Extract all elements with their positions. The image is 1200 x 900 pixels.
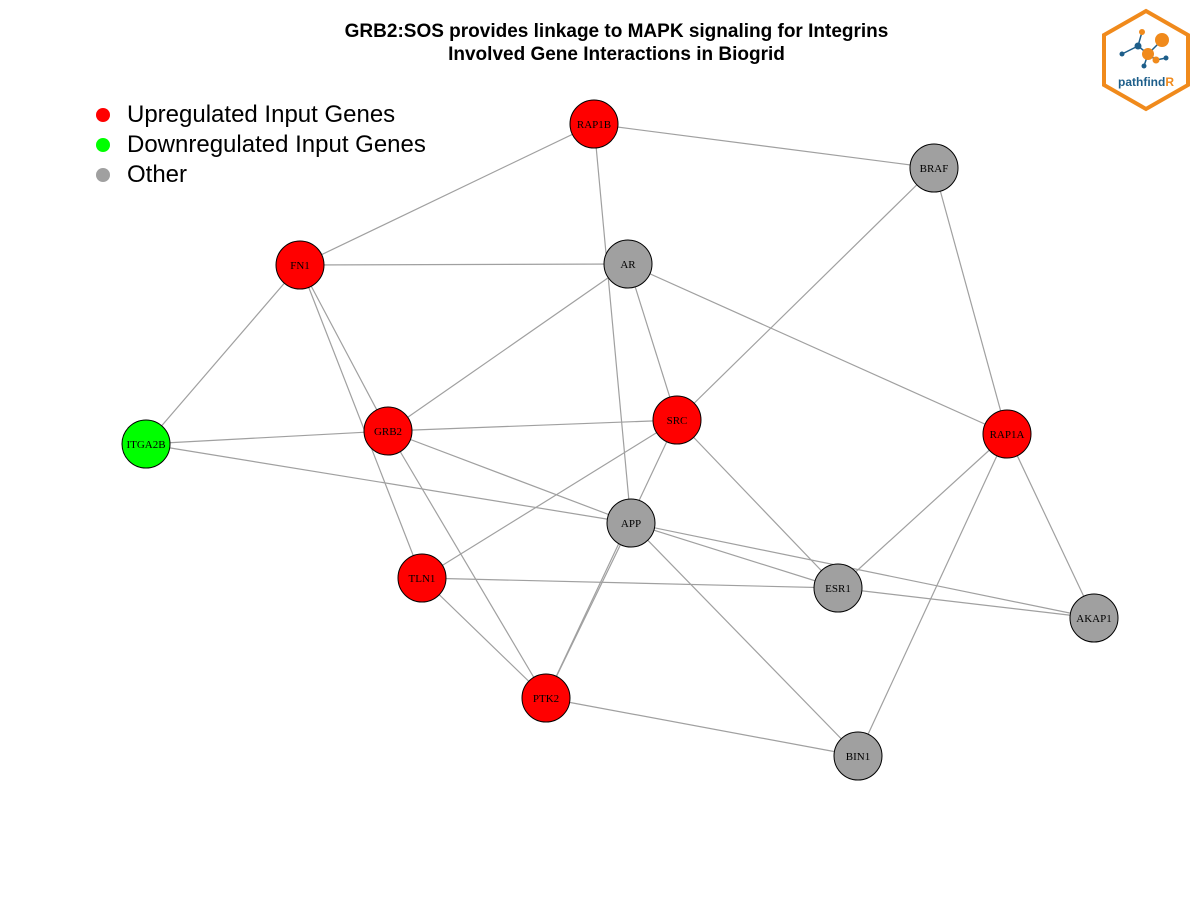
nodes-layer: RAP1B BRAF FN1 AR SRC RAP1A ITGA2B GRB2 APP TLN1 E…: [121, 99, 1119, 781]
node-itga2b[interactable]: ITGA2B: [121, 419, 171, 469]
node-label-braf: BRAF: [920, 163, 949, 175]
node-label-esr1: ESR1: [825, 583, 851, 595]
node-label-akap1: AKAP1: [1076, 613, 1111, 625]
node-grb2[interactable]: GRB2: [363, 406, 413, 456]
title-line-2: Involved Gene Interactions in Biogrid: [448, 44, 785, 65]
legend-item-up: Upregulated Input Genes: [96, 100, 426, 130]
edge-rap1b-braf: [593, 123, 935, 169]
edge-braf-rap1a: [933, 167, 1008, 435]
node-esr1[interactable]: ESR1: [813, 563, 863, 613]
node-label-src: SRC: [667, 415, 688, 427]
edge-ptk2-bin1: [545, 697, 859, 757]
edge-ar-rap1a: [627, 263, 1008, 435]
node-label-itga2b: ITGA2B: [126, 439, 165, 451]
node-circle-itga2b[interactable]: [121, 419, 171, 469]
edge-ar-src: [627, 263, 678, 421]
node-circle-ptk2[interactable]: [521, 673, 571, 723]
edge-grb2-app: [387, 430, 632, 524]
node-label-rap1b: RAP1B: [577, 119, 611, 131]
node-circle-bin1[interactable]: [833, 731, 883, 781]
node-rap1b[interactable]: RAP1B: [569, 99, 619, 149]
title-line-1: GRB2:SOS provides linkage to MAPK signal…: [344, 21, 889, 42]
node-akap1[interactable]: AKAP1: [1069, 593, 1119, 643]
legend-item-other: Other: [96, 160, 426, 190]
legend-dot-down: [96, 138, 110, 152]
node-fn1[interactable]: FN1: [275, 240, 325, 290]
edge-fn1-itga2b: [145, 264, 301, 445]
node-circle-rap1a[interactable]: [982, 409, 1032, 459]
node-rap1a[interactable]: RAP1A: [982, 409, 1032, 459]
edge-app-ptk2: [545, 522, 632, 699]
legend-dot-up: [96, 108, 110, 122]
legend-label-other: Other: [127, 161, 188, 188]
node-braf[interactable]: BRAF: [909, 143, 959, 193]
edges-layer: [145, 123, 1095, 757]
edge-itga2b-grb2: [145, 430, 389, 445]
edge-rap1b-fn1: [299, 123, 595, 266]
node-circle-rap1b[interactable]: [569, 99, 619, 149]
edge-src-ptk2: [545, 419, 678, 699]
edge-ar-grb2: [387, 263, 629, 432]
node-circle-braf[interactable]: [909, 143, 959, 193]
node-circle-ar[interactable]: [603, 239, 653, 289]
node-label-ar: AR: [620, 259, 636, 271]
pathfindr-logo: pathfindR: [1100, 8, 1192, 112]
edge-esr1-akap1: [837, 587, 1095, 619]
node-label-tln1: TLN1: [409, 573, 436, 585]
node-app[interactable]: APP: [606, 498, 656, 548]
logo-text-accent: R: [1165, 75, 1174, 89]
logo-text: pathfindR: [1100, 75, 1192, 89]
legend-dot-other: [96, 168, 110, 182]
node-label-rap1a: RAP1A: [990, 429, 1025, 441]
node-circle-esr1[interactable]: [813, 563, 863, 613]
edge-rap1b-app: [593, 123, 632, 524]
edge-fn1-grb2: [299, 264, 389, 432]
edge-fn1-ar: [299, 263, 629, 266]
node-ptk2[interactable]: PTK2: [521, 673, 571, 723]
edge-rap1a-akap1: [1006, 433, 1095, 619]
edge-src-tln1: [421, 419, 678, 579]
node-src[interactable]: SRC: [652, 395, 702, 445]
node-circle-src[interactable]: [652, 395, 702, 445]
edge-braf-src: [676, 167, 935, 421]
node-label-grb2: GRB2: [374, 426, 402, 438]
node-label-ptk2: PTK2: [533, 693, 559, 705]
edge-itga2b-app: [145, 443, 632, 524]
node-label-fn1: FN1: [290, 260, 310, 272]
edge-tln1-ptk2: [421, 577, 547, 699]
node-circle-tln1[interactable]: [397, 553, 447, 603]
node-circle-akap1[interactable]: [1069, 593, 1119, 643]
node-tln1[interactable]: TLN1: [397, 553, 447, 603]
logo-hexagon-icon: [1102, 8, 1190, 112]
edge-rap1a-esr1: [837, 433, 1008, 589]
node-circle-fn1[interactable]: [275, 240, 325, 290]
edge-src-grb2: [387, 419, 678, 432]
legend-label-down: Downregulated Input Genes: [127, 131, 426, 158]
node-ar[interactable]: AR: [603, 239, 653, 289]
node-label-app: APP: [621, 518, 641, 530]
edge-app-akap1: [630, 522, 1095, 619]
node-circle-grb2[interactable]: [363, 406, 413, 456]
edge-tln1-esr1: [421, 577, 839, 589]
legend-label-up: Upregulated Input Genes: [127, 101, 396, 128]
chart-title: GRB2:SOS provides linkage to MAPK signal…: [0, 20, 1200, 66]
node-bin1[interactable]: BIN1: [833, 731, 883, 781]
legend: Upregulated Input Genes Downregulated In…: [96, 100, 426, 190]
node-circle-app[interactable]: [606, 498, 656, 548]
edge-fn1-tln1: [299, 264, 423, 579]
legend-item-down: Downregulated Input Genes: [96, 130, 426, 160]
logo-text-main: pathfind: [1118, 75, 1166, 89]
node-label-bin1: BIN1: [846, 751, 870, 763]
edge-grb2-ptk2: [387, 430, 547, 699]
edge-rap1a-bin1: [857, 433, 1008, 757]
edge-app-esr1: [630, 522, 839, 589]
edge-app-bin1: [630, 522, 859, 757]
